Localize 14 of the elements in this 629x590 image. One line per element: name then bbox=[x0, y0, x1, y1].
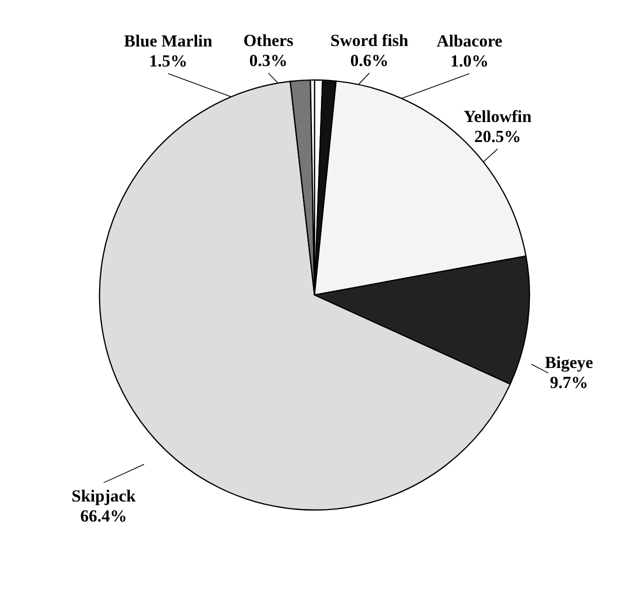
data-label: 0.3% bbox=[249, 51, 288, 70]
slice-label: Skipjack bbox=[71, 486, 136, 506]
slice-label: Yellowfin bbox=[464, 106, 532, 126]
slice-label: Albacore bbox=[436, 32, 503, 51]
data-label: 20.5% bbox=[474, 126, 521, 146]
data-label: 1.5% bbox=[149, 52, 188, 71]
slice-label: Blue Marlin bbox=[124, 32, 213, 51]
data-label: 1.0% bbox=[450, 52, 489, 71]
slice-label: Bigeye bbox=[544, 353, 594, 372]
slice-label: Others bbox=[243, 31, 294, 50]
data-label: 9.7% bbox=[550, 373, 588, 392]
data-label: 66.4% bbox=[80, 506, 127, 526]
slice-label: Sword fish bbox=[330, 31, 409, 50]
data-label: 0.6% bbox=[350, 51, 388, 70]
